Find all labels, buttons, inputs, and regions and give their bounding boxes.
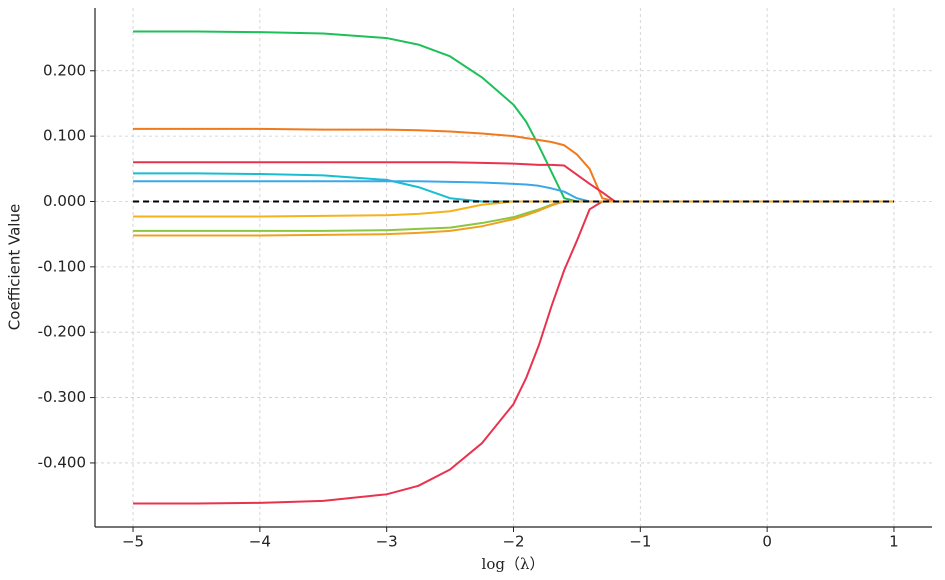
x-tick-label: 1: [889, 533, 899, 551]
y-tick-label: 0.100: [43, 127, 86, 145]
y-axis-label: Coefficient Value: [6, 204, 24, 330]
y-tick-label: -0.200: [38, 323, 86, 341]
x-tick-label: −1: [629, 533, 651, 551]
x-tick-label: 0: [762, 533, 772, 551]
series-line: [133, 200, 894, 237]
y-tick-label: -0.300: [38, 388, 86, 406]
y-tick-label: 0.200: [43, 61, 86, 79]
series-line: [133, 161, 894, 203]
x-tick-label: −5: [122, 533, 144, 551]
x-tick-label: −2: [502, 533, 524, 551]
y-tick-label: 0.000: [43, 192, 86, 210]
y-tick-label: -0.100: [38, 257, 86, 275]
y-tick-label: -0.400: [38, 453, 86, 471]
series-line: [133, 180, 894, 203]
x-tick-label: −3: [376, 533, 398, 551]
x-tick-label: −4: [249, 533, 271, 551]
x-axis-label: log（λ）: [482, 555, 545, 573]
